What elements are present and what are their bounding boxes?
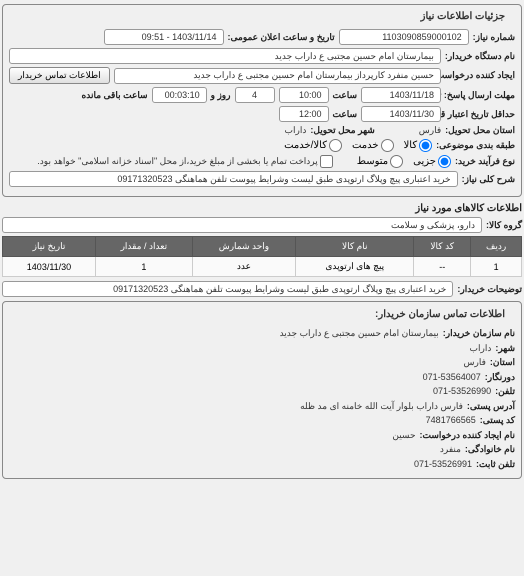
need-details-panel: جزئیات اطلاعات نیاز شماره نیاز: تاریخ و … xyxy=(2,4,522,197)
days-input[interactable] xyxy=(235,87,275,103)
phone-label: تلفن: xyxy=(495,385,515,399)
radio-both[interactable] xyxy=(329,139,342,152)
panel1-title: جزئیات اطلاعات نیاز xyxy=(417,11,509,22)
contact-city-label: شهر: xyxy=(495,342,515,356)
cell-unit: عدد xyxy=(192,257,296,277)
goods-info-section: اطلاعات کالاهای مورد نیاز گروه کالا: ردی… xyxy=(2,203,522,297)
radio-khadamat[interactable] xyxy=(381,139,394,152)
req-creator-value: حسین xyxy=(392,429,415,443)
subject-label: طبقه بندی موضوعی: xyxy=(436,140,515,151)
need-number-label: شماره نیاز: xyxy=(473,32,515,43)
address-value: فارس داراب بلوار آیت الله خامنه ای مد ظل… xyxy=(300,400,463,414)
send-time-input[interactable] xyxy=(279,87,329,103)
announce-input[interactable] xyxy=(104,29,224,45)
city-value: داراب xyxy=(285,125,307,136)
contact-panel: اطلاعات تماس سازمان خریدار: نام سازمان خ… xyxy=(2,301,522,479)
fax-label: دورنگار: xyxy=(485,371,515,385)
contact-province-value: فارس xyxy=(464,356,486,370)
announce-label: تاریخ و ساعت اعلان عمومی: xyxy=(228,32,335,43)
req-creator-label: نام ایجاد کننده درخواست: xyxy=(420,429,515,443)
province-value: فارس xyxy=(419,125,441,136)
cash-label: پرداخت تمام یا بخشی از مبلغ خرید،از محل … xyxy=(37,156,317,167)
phone-value: 071-53526990 xyxy=(433,385,491,399)
city-label: شهر محل تحویل: xyxy=(310,125,374,136)
send-date-input[interactable] xyxy=(361,87,441,103)
cell-name: پیچ های ارتوپدی xyxy=(296,257,414,277)
process-radio-group: جزیی متوسط xyxy=(357,155,451,168)
price-date-input[interactable] xyxy=(361,106,441,122)
need-number-input[interactable] xyxy=(339,29,469,45)
th-name: نام کالا xyxy=(296,237,414,257)
contact-phone-value: 071-53526991 xyxy=(414,458,472,472)
family-label: نام خانوادگی: xyxy=(465,443,515,457)
radio-partial[interactable] xyxy=(438,155,451,168)
contact-info-button[interactable]: اطلاعات تماس خریدار xyxy=(9,67,110,84)
family-value: منفرد xyxy=(440,443,461,457)
th-code: کد کالا xyxy=(414,237,471,257)
creator-input[interactable] xyxy=(114,68,441,84)
th-date: تاریخ نیاز xyxy=(3,237,96,257)
process-label: نوع فرآیند خرید: xyxy=(455,156,515,167)
remain-time-input[interactable] xyxy=(152,87,207,103)
price-deadline-label: حداقل تاریخ اعتبار قیمت: تا تاریخ: xyxy=(445,109,515,120)
radio-both-item[interactable]: کالا/خدمت xyxy=(284,139,342,152)
group-label: گروه کالا: xyxy=(486,220,522,231)
time-label2: ساعت xyxy=(333,109,358,120)
goods-table: ردیف کد کالا نام کالا واحد شمارش تعداد /… xyxy=(2,236,522,277)
th-row: ردیف xyxy=(471,237,522,257)
th-unit: واحد شمارش xyxy=(192,237,296,257)
group-input[interactable] xyxy=(2,217,482,233)
contact-province-label: استان: xyxy=(490,356,515,370)
remain-label: ساعت باقی مانده xyxy=(82,90,148,101)
address-label: آدرس پستی: xyxy=(467,400,515,414)
cell-qty: 1 xyxy=(96,257,193,277)
key-label: شرح کلی نیاز: xyxy=(462,174,515,185)
time-label1: ساعت xyxy=(333,90,358,101)
org-label: نام سازمان خریدار: xyxy=(443,327,515,341)
buyer-desc-label: توضیحات خریدار: xyxy=(457,284,522,295)
radio-partial-item[interactable]: جزیی xyxy=(413,155,451,168)
radio-kala-item[interactable]: کالا xyxy=(404,139,433,152)
radio-mid[interactable] xyxy=(390,155,403,168)
radio-khadamat-item[interactable]: خدمت xyxy=(352,139,394,152)
org-value: بیمارستان امام حسین مجتبی ع داراب جدید xyxy=(280,327,439,341)
creator-label: ایجاد کننده درخواست: xyxy=(445,70,515,81)
radio-mid-item[interactable]: متوسط xyxy=(357,155,403,168)
contact-phone-label: تلفن ثابت: xyxy=(476,458,515,472)
contact-city-value: داراب xyxy=(470,342,492,356)
th-qty: تعداد / مقدار xyxy=(96,237,193,257)
panel3-title: اطلاعات تماس سازمان خریدار: xyxy=(371,307,509,322)
buyer-label: نام دستگاه خریدار: xyxy=(445,51,515,62)
cell-row: 1 xyxy=(471,257,522,277)
radio-kala[interactable] xyxy=(419,139,432,152)
table-row[interactable]: 1 -- پیچ های ارتوپدی عدد 1 1403/11/30 xyxy=(3,257,522,277)
price-time-input[interactable] xyxy=(279,106,329,122)
cell-code: -- xyxy=(414,257,471,277)
cash-checkbox-item[interactable]: پرداخت تمام یا بخشی از مبلغ خرید،از محل … xyxy=(37,155,332,168)
postal-value: 7481766565 xyxy=(426,414,476,428)
day-label: روز و xyxy=(211,90,231,101)
buyer-desc-input[interactable] xyxy=(2,281,453,297)
postal-label: کد پستی: xyxy=(480,414,515,428)
table-header-row: ردیف کد کالا نام کالا واحد شمارش تعداد /… xyxy=(3,237,522,257)
province-label: استان محل تحویل: xyxy=(445,125,515,136)
key-input[interactable] xyxy=(9,171,458,187)
fax-value: 071-53564007 xyxy=(423,371,481,385)
send-deadline-label: مهلت ارسال پاسخ: تا تاریخ: xyxy=(445,90,515,101)
cash-checkbox[interactable] xyxy=(320,155,333,168)
panel2-title: اطلاعات کالاهای مورد نیاز xyxy=(2,203,522,214)
cell-date: 1403/11/30 xyxy=(3,257,96,277)
buyer-input[interactable] xyxy=(9,48,441,64)
subject-radio-group: کالا خدمت کالا/خدمت xyxy=(284,139,432,152)
